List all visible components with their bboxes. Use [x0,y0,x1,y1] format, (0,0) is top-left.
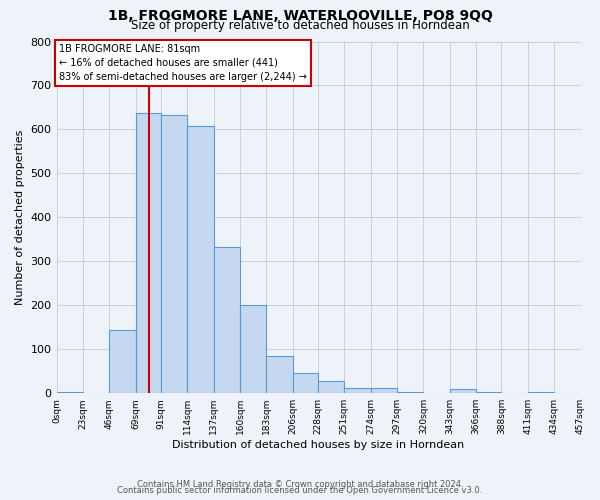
Bar [240,306,266,393]
Bar [371,388,397,393]
Bar [161,116,187,393]
Bar [136,113,161,393]
Text: Contains public sector information licensed under the Open Government Licence v3: Contains public sector information licen… [118,486,482,495]
Text: 1B FROGMORE LANE: 81sqm
← 16% of detached houses are smaller (441)
83% of semi-d: 1B FROGMORE LANE: 81sqm ← 16% of detache… [59,44,307,82]
Bar [528,392,554,393]
Text: 1B, FROGMORE LANE, WATERLOOVILLE, PO8 9QQ: 1B, FROGMORE LANE, WATERLOOVILLE, PO8 9Q… [107,9,493,23]
Bar [109,330,136,393]
Bar [397,392,424,393]
Bar [293,373,318,393]
Bar [450,390,476,393]
Bar [56,392,83,393]
Bar [187,126,214,393]
Text: Contains HM Land Registry data © Crown copyright and database right 2024.: Contains HM Land Registry data © Crown c… [137,480,463,489]
Bar [318,382,344,393]
Bar [266,356,293,393]
Bar [476,392,502,393]
Y-axis label: Number of detached properties: Number of detached properties [15,130,25,305]
X-axis label: Distribution of detached houses by size in Horndean: Distribution of detached houses by size … [172,440,464,450]
Bar [344,388,371,393]
Bar [214,247,240,393]
Text: Size of property relative to detached houses in Horndean: Size of property relative to detached ho… [131,19,469,32]
